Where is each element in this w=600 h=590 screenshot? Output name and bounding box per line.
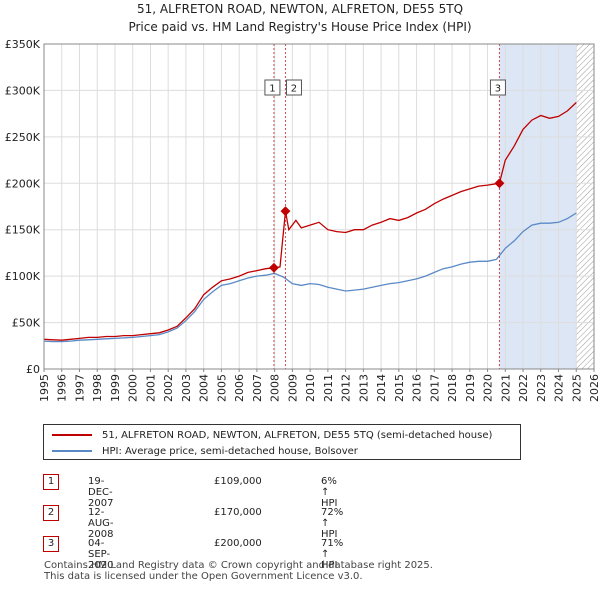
sale-point (494, 178, 505, 189)
series-line-property (43, 102, 577, 341)
y-tick-label: £100K (5, 270, 41, 283)
legend-swatch-property (52, 434, 92, 436)
x-tick-label: 2005 (215, 374, 228, 402)
x-tick-label: 2003 (180, 374, 193, 402)
sale-point (268, 262, 279, 273)
transaction-hpi: 71% ↑ HPI (321, 538, 344, 571)
x-tick-label: 1998 (91, 374, 104, 402)
x-tick-label: 2002 (162, 374, 175, 402)
x-tick-label: 2000 (127, 374, 140, 402)
x-tick-label: 2006 (233, 374, 246, 402)
legend-label-property: 51, ALFRETON ROAD, NEWTON, ALFRETON, DE5… (102, 429, 493, 441)
legend-swatch-hpi (52, 450, 92, 452)
x-tick-label: 2023 (535, 374, 548, 402)
x-tick-label: 2011 (322, 374, 335, 402)
transaction-date: 04-SEP-2020 (88, 538, 114, 571)
sale-badge-label: 3 (495, 84, 501, 95)
legend: 51, ALFRETON ROAD, NEWTON, ALFRETON, DE5… (43, 424, 521, 460)
x-tick-label: 2026 (588, 374, 600, 402)
x-tick-label: 2021 (499, 374, 512, 402)
y-tick-label: £150K (5, 224, 41, 237)
y-tick-label: £350K (5, 38, 41, 51)
y-tick-label: £250K (5, 131, 41, 144)
x-tick-label: 2022 (517, 374, 530, 402)
y-tick-label: £0 (26, 363, 40, 376)
x-tick-label: 2014 (375, 374, 388, 402)
footer-licence: This data is licensed under the Open Gov… (44, 571, 363, 582)
sale-badge (285, 79, 302, 96)
post-sale-shade (499, 44, 577, 369)
sale-badge-label: 1 (269, 84, 275, 95)
transaction-badge: 2 (43, 505, 59, 521)
x-tick-label: 2008 (269, 374, 282, 402)
series-line-hpi (43, 212, 577, 343)
y-tick-label: £300K (5, 84, 41, 97)
x-tick-label: 2024 (553, 374, 566, 402)
chart: 1 2 3 £0 £50K £100K £150K £200K £250K £300K £350K… (5, 38, 600, 402)
transaction-hpi: 6% ↑ HPI (321, 476, 338, 509)
x-tick-label: 2007 (251, 374, 264, 402)
x-tick-label: 2020 (482, 374, 495, 402)
transaction-price: £109,000 (214, 476, 262, 487)
transaction-badge: 1 (43, 474, 59, 490)
x-tick-label: 1997 (73, 374, 86, 402)
x-tick-label: 2018 (446, 374, 459, 402)
legend-item-hpi: HPI: Average price, semi-detached house,… (52, 443, 358, 459)
legend-label-hpi: HPI: Average price, semi-detached house,… (102, 445, 358, 457)
forecast-hatch (576, 44, 594, 369)
chart-title: 51, ALFRETON ROAD, NEWTON, ALFRETON, DE5… (136, 2, 464, 16)
transaction-price: £170,000 (214, 507, 262, 518)
transaction-date: 19-DEC-2007 (88, 476, 114, 509)
x-tick-label: 2025 (570, 374, 583, 402)
x-tick-label: 2009 (286, 374, 299, 402)
x-tick-label: 1995 (38, 374, 51, 402)
x-tick-label: 2004 (198, 374, 211, 402)
plot-frame (43, 43, 595, 370)
sale-point (280, 206, 291, 217)
transaction-date: 12-AUG-2008 (88, 507, 114, 540)
legend-item-property: 51, ALFRETON ROAD, NEWTON, ALFRETON, DE5… (52, 427, 492, 443)
x-tick-label: 2015 (393, 374, 406, 402)
transaction-price: £200,000 (214, 538, 262, 549)
y-tick-label: £200K (5, 177, 41, 190)
sale-badge (264, 79, 281, 96)
footer-copyright: Contains HM Land Registry data © Crown c… (44, 560, 433, 571)
x-tick-label: 2016 (411, 374, 424, 402)
x-tick-label: 2019 (464, 374, 477, 402)
x-tick-label: 2012 (340, 374, 353, 402)
sale-badge-label: 2 (291, 84, 297, 95)
transaction-badge: 3 (43, 536, 59, 552)
x-tick-label: 1999 (109, 374, 122, 402)
y-tick-label: £50K (12, 317, 41, 330)
transaction-hpi: 72% ↑ HPI (321, 507, 344, 540)
chart-subtitle: Price paid vs. HM Land Registry's House … (128, 20, 472, 34)
x-tick-label: 2010 (304, 374, 317, 402)
sale-badge (489, 79, 506, 96)
x-tick-label: 2017 (428, 374, 441, 402)
x-tick-label: 1996 (56, 374, 69, 402)
x-tick-label: 2001 (144, 374, 157, 402)
x-tick-label: 2013 (357, 374, 370, 402)
